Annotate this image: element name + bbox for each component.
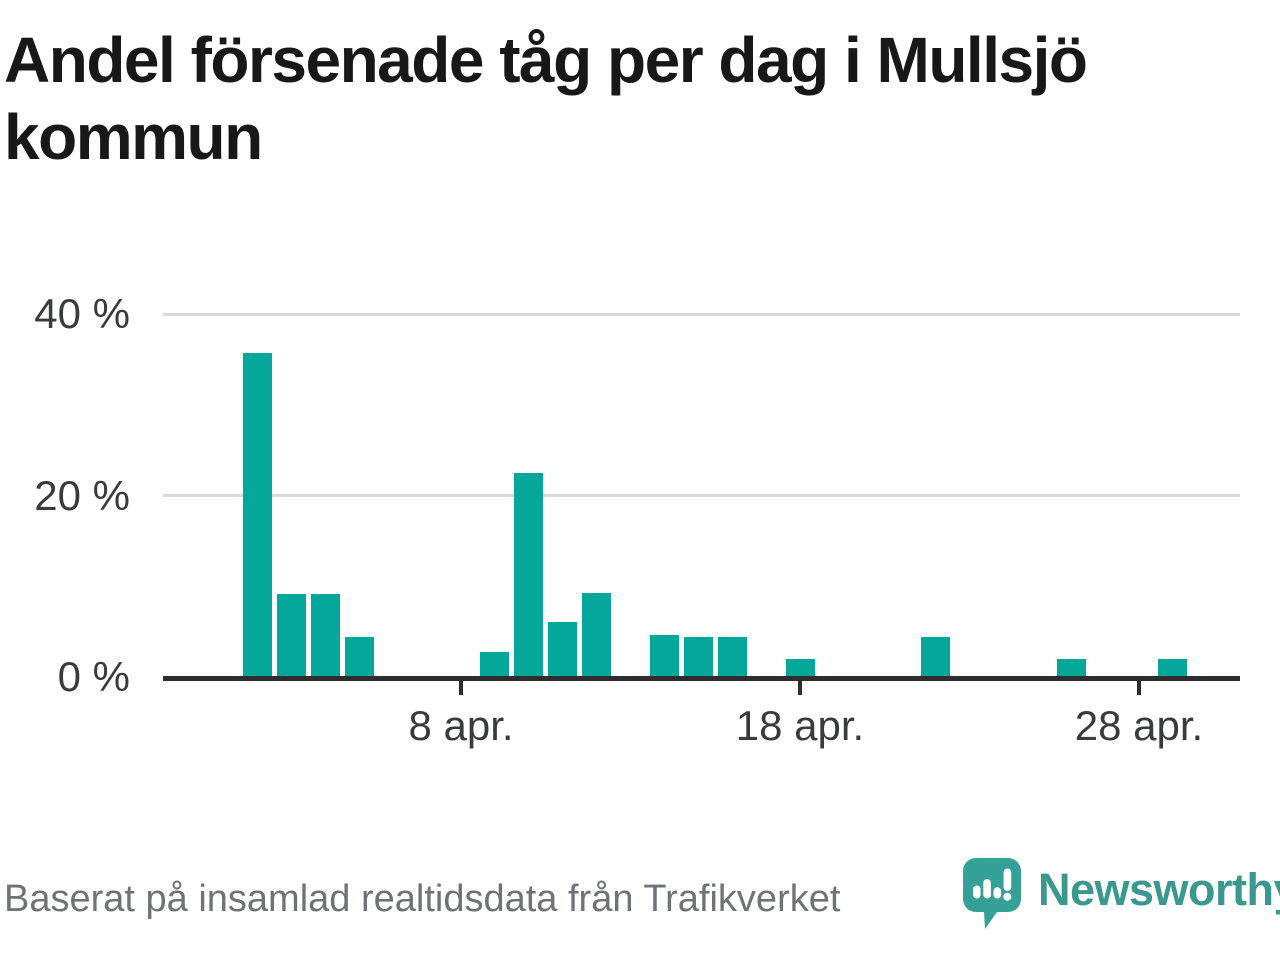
bar-11-apr xyxy=(548,621,578,677)
brand-name: Newsworthy xyxy=(1038,864,1280,915)
bar-26-apr xyxy=(1056,658,1086,677)
bar-29-apr xyxy=(1158,658,1188,677)
newsworthy-logo: Newsworthy xyxy=(963,858,1280,931)
bar-14-apr xyxy=(649,635,679,677)
x-axis-tick xyxy=(798,681,802,695)
newsworthy-logo-icon xyxy=(963,858,1021,931)
gridline-40 xyxy=(163,312,1240,316)
x-axis-line xyxy=(163,676,1240,681)
y-axis-label: 0 % xyxy=(57,653,130,700)
x-axis-label: 18 apr. xyxy=(735,702,865,749)
bar-15-apr xyxy=(683,637,713,677)
gridline-20 xyxy=(163,494,1240,498)
bar-22-apr xyxy=(921,637,951,677)
chart-title: Andel försenade tåg per dag i Mullsjö ko… xyxy=(4,24,1088,173)
y-axis-label: 40 % xyxy=(34,290,130,338)
x-axis-label: 8 apr. xyxy=(408,702,514,749)
bar-4-apr xyxy=(310,593,340,677)
bar-12-apr xyxy=(582,592,612,677)
bar-16-apr xyxy=(717,637,747,677)
bar-10-apr xyxy=(514,472,544,677)
bar-3-apr xyxy=(277,593,306,677)
source-note: Baserat på insamlad realtidsdata från Tr… xyxy=(4,878,841,920)
bar-5-apr xyxy=(344,637,374,677)
bar-9-apr xyxy=(480,651,510,677)
y-axis-label: 20 % xyxy=(34,471,130,519)
x-axis-tick xyxy=(1137,681,1141,695)
x-axis-tick xyxy=(459,681,463,695)
x-axis-label: 28 apr. xyxy=(1074,702,1204,749)
bar-18-apr xyxy=(785,658,815,677)
bar-2-apr xyxy=(243,353,273,677)
